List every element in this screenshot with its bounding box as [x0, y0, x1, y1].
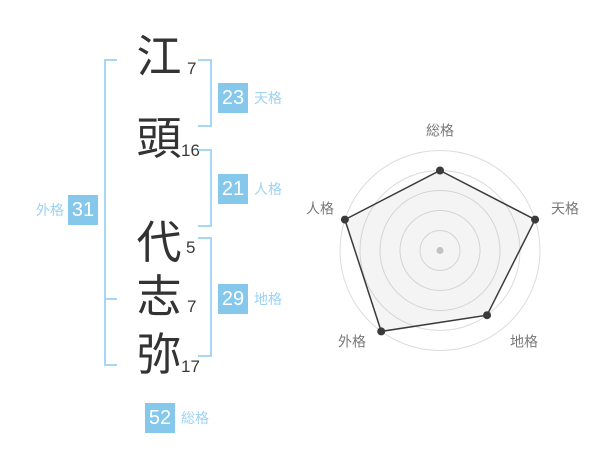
radar-axis-label: 総格: [426, 123, 454, 139]
stroke-count: 16: [181, 141, 200, 160]
gaikaku-label: 外格: [36, 202, 64, 218]
radar-chart: 総格天格地格 外格 人格: [290, 115, 590, 365]
jinkaku-value-badge: 21: [218, 174, 248, 204]
jinkaku-bracket: [198, 149, 212, 227]
gaikaku-bracket: [104, 59, 117, 366]
name-character: 志: [136, 271, 182, 322]
jinkaku-label: 人格: [254, 181, 282, 197]
name-character: 弥: [136, 329, 182, 380]
radar-axis-label: 地格: [510, 334, 538, 350]
chikaku-value-badge: 29: [218, 284, 248, 314]
stroke-count: 5: [186, 238, 196, 257]
name-character: 頭: [136, 113, 182, 164]
name-character: 江: [136, 31, 182, 82]
chikaku-label: 地格: [254, 291, 282, 307]
name-character: 代: [136, 217, 182, 268]
stroke-count: 7: [187, 59, 197, 78]
soukaku-label: 総格: [181, 410, 209, 426]
chikaku-bracket: [198, 237, 212, 357]
soukaku-value-badge: 52: [145, 403, 175, 433]
stroke-count: 7: [187, 297, 197, 316]
radar-axis-label: 外格: [338, 334, 366, 350]
stroke-count: 17: [181, 357, 200, 376]
tenkaku-bracket: [198, 59, 212, 127]
radar-axis-label: 天格: [551, 201, 579, 217]
radar-axis-label: 人格: [306, 201, 334, 217]
gaikaku-value-badge: 31: [68, 195, 98, 225]
tenkaku-value-badge: 23: [218, 83, 248, 113]
tenkaku-label: 天格: [254, 90, 282, 106]
